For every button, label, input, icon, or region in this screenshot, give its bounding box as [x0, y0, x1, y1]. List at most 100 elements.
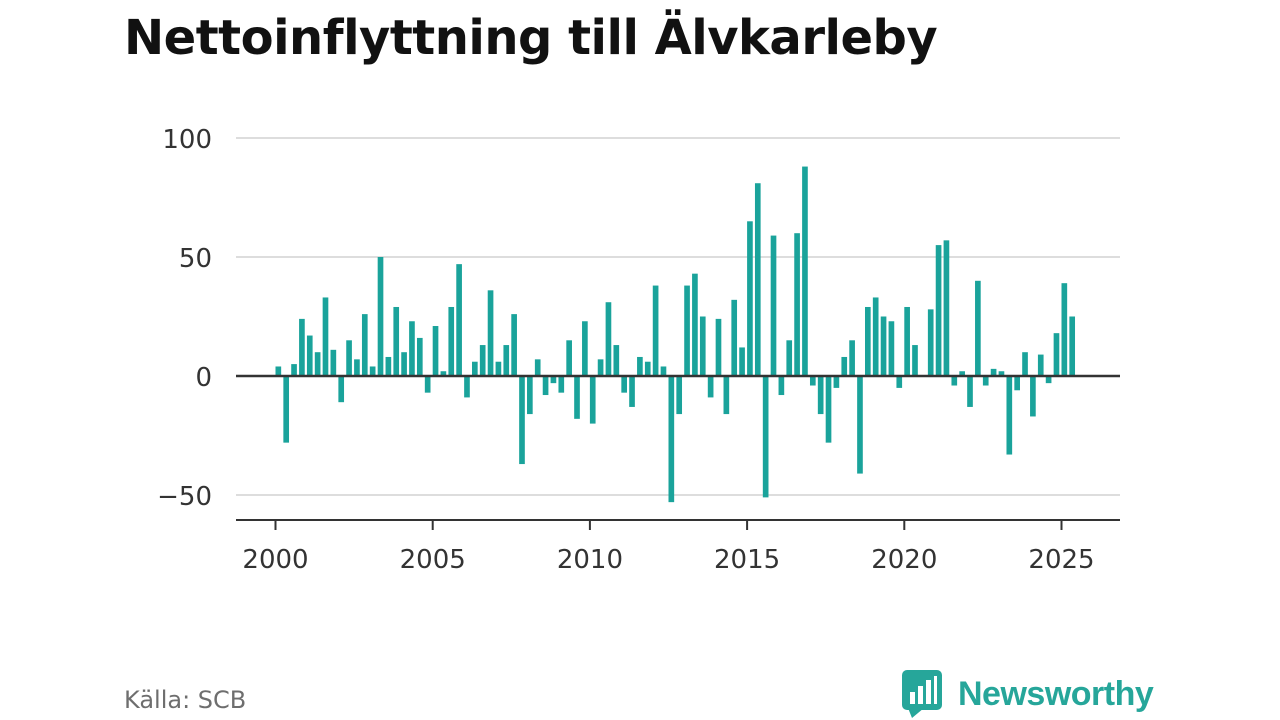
bar — [558, 376, 565, 393]
x-tick-label: 2010 — [557, 545, 623, 575]
bar — [566, 340, 572, 376]
bar — [385, 356, 392, 376]
bar — [401, 352, 407, 376]
bar — [959, 371, 965, 376]
bar — [424, 376, 431, 393]
bar — [495, 361, 502, 376]
bar — [865, 306, 871, 376]
bar — [464, 376, 470, 398]
source-note: Källa: SCB — [124, 686, 247, 714]
y-tick-label: 50 — [179, 244, 212, 274]
bar — [794, 233, 800, 376]
bar — [747, 221, 753, 376]
bar — [951, 376, 958, 386]
x-tick-label: 2015 — [714, 545, 780, 575]
bar — [299, 318, 305, 376]
bar — [644, 361, 651, 376]
bar — [613, 345, 620, 376]
bar — [582, 321, 588, 376]
bar — [440, 371, 447, 376]
bar — [896, 376, 903, 388]
bar — [597, 359, 604, 376]
bar — [786, 340, 793, 376]
bar — [833, 376, 840, 388]
bar — [479, 345, 486, 376]
bar — [967, 376, 973, 407]
bar — [605, 302, 612, 376]
bar — [393, 306, 400, 376]
bar — [550, 376, 557, 384]
x-tick-label: 2005 — [400, 545, 466, 575]
bar — [762, 376, 769, 498]
bar — [1061, 283, 1068, 376]
bar — [369, 366, 376, 376]
bar — [621, 376, 627, 393]
bar — [542, 376, 549, 396]
bar — [1030, 376, 1036, 417]
bar — [904, 306, 910, 376]
bar — [519, 376, 525, 465]
bar — [1022, 352, 1028, 376]
bar — [291, 364, 297, 376]
bar — [778, 376, 785, 396]
bar — [770, 235, 777, 376]
bar — [676, 376, 683, 415]
bar — [731, 299, 738, 376]
y-tick-label: −50 — [157, 482, 212, 512]
bar — [802, 166, 808, 376]
bar — [927, 309, 934, 376]
bar — [684, 285, 690, 376]
bar — [416, 337, 423, 376]
bar — [715, 318, 722, 376]
bar — [723, 376, 730, 415]
bar — [739, 347, 745, 376]
bar — [574, 376, 580, 419]
bar — [825, 376, 832, 443]
bar — [527, 376, 533, 415]
bar — [660, 366, 667, 376]
bar — [1053, 333, 1060, 376]
bar — [817, 376, 824, 415]
bar — [409, 321, 415, 376]
x-tick-label: 2000 — [242, 545, 308, 575]
x-tick-label: 2025 — [1028, 545, 1094, 575]
bar — [912, 345, 918, 376]
bar — [637, 356, 643, 376]
bar — [652, 285, 659, 376]
bar — [809, 376, 816, 386]
bar — [943, 240, 950, 376]
y-tick-label: 0 — [195, 363, 212, 393]
bar — [849, 340, 855, 376]
bar — [346, 340, 352, 376]
bar — [841, 356, 848, 376]
bar — [589, 376, 596, 424]
brand-name: Newsworthy — [958, 675, 1154, 713]
bar — [448, 306, 455, 376]
bar — [503, 345, 510, 376]
bar — [872, 297, 879, 376]
y-tick-label: 100 — [162, 125, 212, 155]
bar — [1014, 376, 1020, 391]
bar — [990, 368, 997, 376]
bar — [888, 321, 895, 376]
axes: −50 0 50 100 2000 2005 2010 2015 2020 2025 — [157, 125, 1120, 575]
bar — [707, 376, 714, 398]
bar — [754, 183, 761, 376]
grid-lines — [236, 137, 1120, 496]
bar — [487, 290, 494, 376]
bar — [998, 371, 1005, 376]
bar — [975, 280, 981, 376]
bar — [330, 349, 337, 376]
bar — [511, 314, 517, 376]
bar — [857, 376, 863, 474]
bar — [935, 245, 942, 376]
bar — [472, 361, 478, 376]
bar — [699, 316, 706, 376]
bar — [275, 366, 282, 376]
chart-title: Nettoinflyttning till Älvkarleby — [124, 10, 938, 66]
bar — [354, 359, 360, 376]
bar — [456, 264, 462, 376]
bar — [1037, 354, 1044, 376]
bar — [1045, 376, 1052, 384]
